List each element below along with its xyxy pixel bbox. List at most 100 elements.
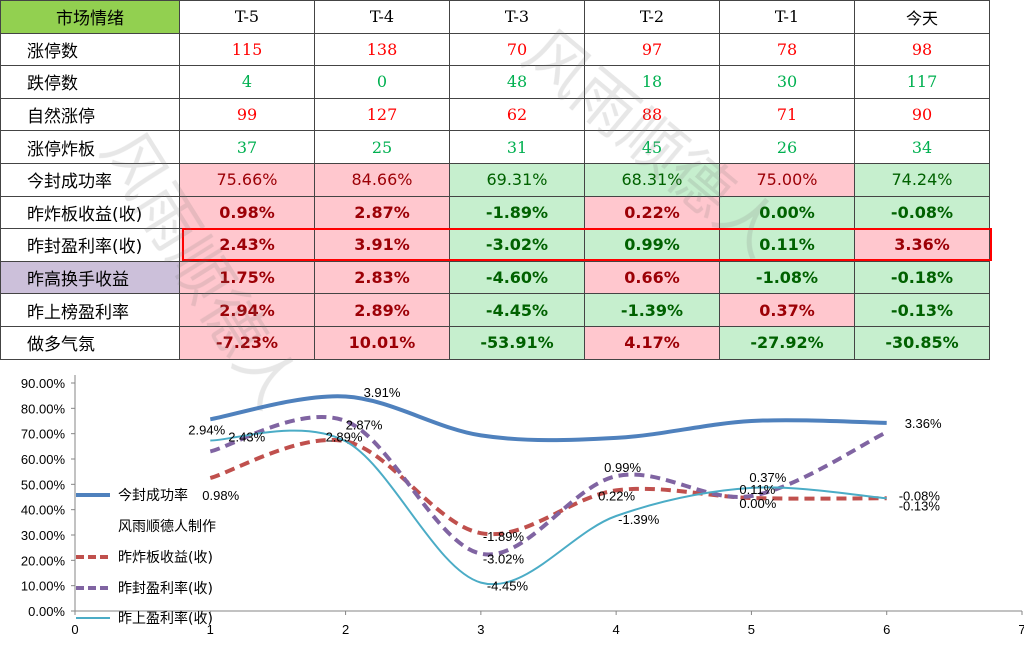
data-label: 0.22% xyxy=(598,488,635,503)
table-cell: 90 xyxy=(854,97,990,132)
row-label: 昨封盈利率(收) xyxy=(0,228,180,262)
table-cell: 97 xyxy=(584,32,720,67)
table-cell: 78 xyxy=(719,32,855,67)
data-label: 2.87% xyxy=(346,417,383,432)
table-cell: 88 xyxy=(584,97,720,132)
series-line xyxy=(209,438,887,537)
x-tick-label: 5 xyxy=(748,622,755,637)
row-label: 昨上榜盈利率 xyxy=(0,293,180,327)
table-row: 涨停炸板 37 25 31 45 26 34 xyxy=(0,130,990,164)
chart-series xyxy=(209,394,888,586)
table-cell: -3.02% xyxy=(449,228,585,262)
series-line xyxy=(209,394,887,443)
chart-data-labels: 0.98% 2.87% -1.89% 0.22% 0.00% -0.08% 2.43% 3.9… xyxy=(188,385,942,594)
data-label: 0.11% xyxy=(739,482,775,497)
table-cell: -0.13% xyxy=(854,293,990,327)
table-cell: -4.60% xyxy=(449,260,585,295)
table-cell: 74.24% xyxy=(854,162,990,197)
data-label: 2.94% xyxy=(188,423,225,438)
table-cell: 1.75% xyxy=(179,260,315,295)
table-cell: 70 xyxy=(449,32,585,67)
table-cell: 69.31% xyxy=(449,162,585,197)
data-label: 3.36% xyxy=(905,416,942,431)
table-cell: 75.66% xyxy=(179,162,315,197)
x-tick-label: 1 xyxy=(207,622,214,637)
table-cell: 98 xyxy=(854,32,990,67)
table-cell: 0.98% xyxy=(179,195,315,230)
table-header-cell: T-3 xyxy=(449,0,585,34)
table-header-cell: T-4 xyxy=(314,0,450,34)
x-tick-label: 3 xyxy=(477,622,484,637)
legend-label: 昨封盈利率(收) xyxy=(118,580,213,597)
y-tick-label: 10.00% xyxy=(21,579,66,594)
table-cell: -0.18% xyxy=(854,260,990,295)
series-line xyxy=(210,429,887,586)
chart-axes: 0.00%10.00%20.00%30.00%40.00%50.00%60.00… xyxy=(21,375,1024,637)
table-row: 昨封盈利率(收) 2.43% 3.91% -3.02% 0.99% 0.11% 3.36% xyxy=(0,228,990,262)
data-label: -1.39% xyxy=(618,512,660,527)
row-label: 涨停炸板 xyxy=(0,130,180,164)
row-label: 涨停数 xyxy=(0,32,180,67)
data-label: -0.08% xyxy=(899,488,941,503)
x-tick-label: 6 xyxy=(883,622,890,637)
legend-label: 昨上盈利率(收) xyxy=(118,610,213,627)
table-cell: 127 xyxy=(314,97,450,132)
table-cell: 45 xyxy=(584,130,720,164)
table-cell: 10.01% xyxy=(314,325,450,360)
table-cell: 2.87% xyxy=(314,195,450,230)
table-cell: 0.37% xyxy=(719,293,855,327)
data-label: 2.43% xyxy=(228,429,265,444)
table-cell: 68.31% xyxy=(584,162,720,197)
y-tick-label: 90.00% xyxy=(21,376,66,391)
table-row: 自然涨停 99 127 62 88 71 90 xyxy=(0,97,990,132)
data-label: 0.99% xyxy=(604,460,641,475)
table-header-cell: T-2 xyxy=(584,0,720,34)
table-cell: 34 xyxy=(854,130,990,164)
table-cell: 115 xyxy=(179,32,315,67)
table-header-corner: 市场情绪 xyxy=(0,0,180,34)
table-cell: 71 xyxy=(719,97,855,132)
table-cell: -0.08% xyxy=(854,195,990,230)
y-tick-label: 70.00% xyxy=(21,427,66,442)
table-cell: 99 xyxy=(179,97,315,132)
table-cell: 18 xyxy=(584,65,720,99)
y-tick-label: 40.00% xyxy=(21,503,66,518)
data-label: -3.02% xyxy=(483,552,525,567)
table-header-cell: T-5 xyxy=(179,0,315,34)
table-cell: -1.08% xyxy=(719,260,855,295)
table-cell: 75.00% xyxy=(719,162,855,197)
table-header-row: 市场情绪 T-5 T-4 T-3 T-2 T-1 今天 xyxy=(0,0,990,34)
y-tick-label: 50.00% xyxy=(21,477,66,492)
table-cell: 2.94% xyxy=(179,293,315,327)
row-label: 跌停数 xyxy=(0,65,180,99)
y-tick-label: 30.00% xyxy=(21,528,66,543)
table-cell: -7.23% xyxy=(179,325,315,360)
table-cell: 4.17% xyxy=(584,325,720,360)
data-label: 0.98% xyxy=(202,488,239,503)
table-row: 做多气氛 -7.23% 10.01% -53.91% 4.17% -27.92% -30.8… xyxy=(0,325,990,360)
table-row: 昨上榜盈利率 2.94% 2.89% -4.45% -1.39% 0.37% -0.13% xyxy=(0,293,990,327)
table-cell: 2.89% xyxy=(314,293,450,327)
row-label: 自然涨停 xyxy=(0,97,180,132)
table-cell: 0.66% xyxy=(584,260,720,295)
table-cell: 0.00% xyxy=(719,195,855,230)
y-tick-label: 0.00% xyxy=(28,604,65,619)
table-cell: 138 xyxy=(314,32,450,67)
legend-label: 昨炸板收益(收) xyxy=(118,550,213,566)
table-cell: 25 xyxy=(314,130,450,164)
row-label: 今封成功率 xyxy=(0,162,180,197)
data-label: 0.00% xyxy=(739,496,776,511)
data-label: 0.37% xyxy=(749,470,786,485)
line-chart: 0.00%10.00%20.00%30.00%40.00%50.00%60.00… xyxy=(21,375,1024,637)
x-tick-label: 4 xyxy=(613,622,620,637)
table-cell: 0 xyxy=(314,65,450,99)
data-label: -4.45% xyxy=(487,579,529,594)
data-label: -1.89% xyxy=(483,529,525,544)
series-line xyxy=(209,414,888,557)
table-cell: -27.92% xyxy=(719,325,855,360)
table-cell: 48 xyxy=(449,65,585,99)
table-row: 跌停数 4 0 48 18 30 117 xyxy=(0,65,990,99)
table-header-cell: 今天 xyxy=(854,0,990,34)
table-cell: 3.36% xyxy=(854,228,990,262)
